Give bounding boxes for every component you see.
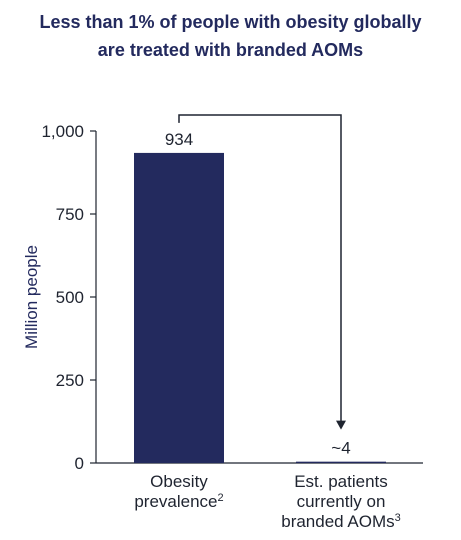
x-category-label-line: prevalence2	[134, 492, 223, 511]
y-tick-label: 1,000	[41, 122, 84, 141]
x-category-label-line: currently on	[297, 492, 386, 511]
chart-title-line-1: Less than 1% of people with obesity glob…	[39, 12, 422, 32]
y-tick-label: 750	[56, 205, 84, 224]
y-tick-label: 250	[56, 371, 84, 390]
bar-1	[134, 152, 224, 464]
data-label-2: ~4	[331, 439, 350, 458]
x-category-label-1: Obesity prevalence2	[134, 472, 223, 511]
annotation-arrowhead	[336, 420, 346, 430]
y-tick-label: 0	[75, 454, 84, 473]
y-tick-label: 500	[56, 288, 84, 307]
chart-title-line-2: are treated with branded AOMs	[97, 40, 364, 60]
x-category-label-line: Obesity	[150, 472, 208, 491]
x-category-superscript: 2	[218, 492, 224, 504]
x-category-label-2: Est. patients currently on branded AOMs3	[281, 472, 401, 531]
x-category-label-line: Est. patients	[294, 472, 388, 491]
x-category-label-line: branded AOMs3	[281, 512, 401, 531]
chart-title: Less than 1% of people with obesity glob…	[0, 8, 461, 64]
x-category-superscript: 3	[395, 512, 401, 524]
bar-2	[296, 461, 386, 463]
annotation-connector-line	[178, 114, 342, 422]
y-axis-label: Million people	[22, 245, 41, 349]
data-label-1: 934	[165, 130, 193, 149]
